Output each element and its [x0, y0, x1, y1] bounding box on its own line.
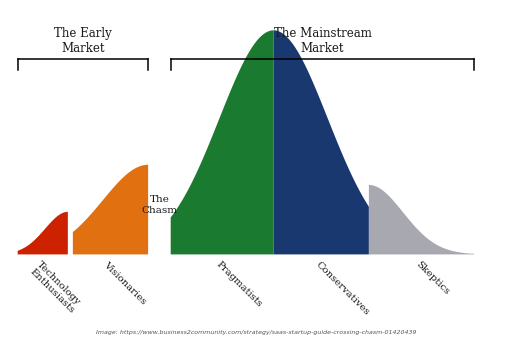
Text: The Mainstream
Market: The Mainstream Market: [273, 27, 371, 55]
Text: Conservatives: Conservatives: [314, 260, 371, 317]
Text: The
Chasm: The Chasm: [142, 196, 178, 215]
Text: Image: https://www.business2community.com/strategy/saas-startup-guide-crossing-c: Image: https://www.business2community.co…: [96, 330, 416, 335]
Polygon shape: [17, 212, 68, 255]
Polygon shape: [73, 165, 148, 255]
Text: Technology
Enthusiasts: Technology Enthusiasts: [28, 260, 83, 316]
Text: The Early
Market: The Early Market: [54, 27, 112, 55]
Polygon shape: [273, 30, 369, 255]
Polygon shape: [170, 30, 273, 255]
Text: Skeptics: Skeptics: [414, 260, 451, 297]
Text: Visionaries: Visionaries: [101, 260, 148, 306]
Text: Pragmatists: Pragmatists: [215, 260, 264, 309]
Polygon shape: [369, 185, 474, 255]
